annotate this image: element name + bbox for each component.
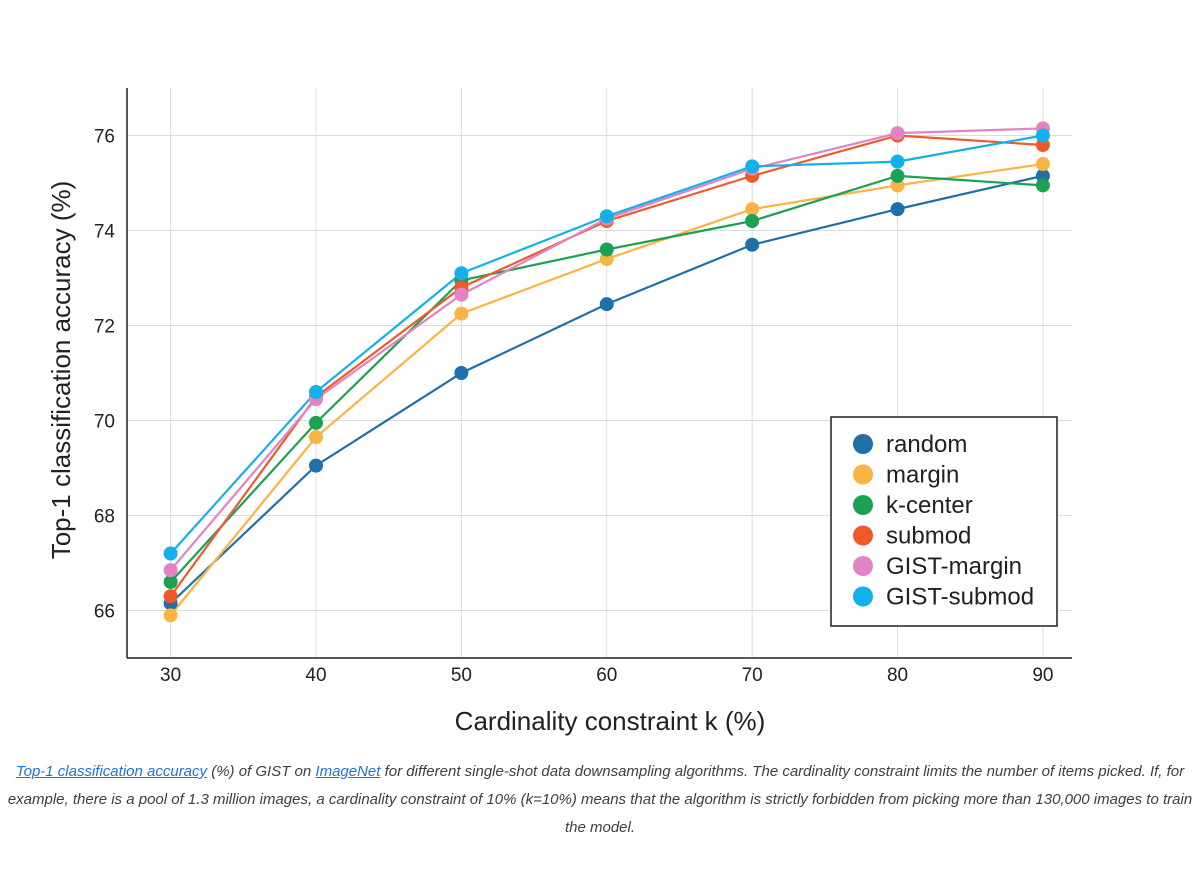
x-tick-label: 50 <box>451 665 472 686</box>
y-tick-label: 70 <box>94 412 115 433</box>
data-point-margin <box>1035 157 1050 171</box>
data-point-gist-submod <box>163 546 178 561</box>
legend-label-submod: submod <box>886 523 971 550</box>
y-tick-label: 66 <box>94 602 115 623</box>
y-axis-title: Top-1 classification accuracy (%) <box>46 181 76 560</box>
data-point-k-center <box>890 168 905 183</box>
data-point-k-center <box>745 214 760 228</box>
y-tick-labels: 66 68 70 72 74 76 <box>94 127 116 623</box>
x-tick-label: 90 <box>1032 665 1053 686</box>
x-tick-label: 30 <box>160 665 181 686</box>
x-tick-label: 70 <box>742 665 763 686</box>
legend: random margin k-center submod GIST-margin GIS… <box>830 416 1058 627</box>
series-points <box>163 121 1050 623</box>
legend-label-gist-margin: GIST-margin <box>886 553 1022 580</box>
data-point-submod <box>163 589 178 604</box>
legend-marker-k-center <box>853 495 873 515</box>
x-tick-label: 60 <box>596 665 617 686</box>
accuracy-line-chart: 66 68 70 72 74 76 30 40 50 60 70 80 90 Cardinality … <box>46 88 1072 736</box>
caption-link-imagenet[interactable]: ImageNet <box>315 763 381 780</box>
caption-link-accuracy[interactable]: Top-1 classification accuracy <box>15 763 208 780</box>
data-point-k-center <box>599 242 614 257</box>
data-point-gist-submod <box>1035 128 1050 143</box>
axes <box>126 88 1072 659</box>
data-point-gist-submod <box>890 154 905 169</box>
data-point-random <box>309 458 323 473</box>
x-axis-title: Cardinality constraint k (%) <box>455 706 766 736</box>
caption-text-1: (%) of GIST on <box>207 763 316 780</box>
x-tick-labels: 30 40 50 60 70 80 90 <box>160 665 1053 686</box>
figure-caption: Top-1 classification accuracy (%) of GIS… <box>0 758 1200 842</box>
data-point-gist-submod <box>745 159 760 174</box>
legend-marker-random <box>853 434 873 454</box>
data-point-random <box>890 202 905 217</box>
y-tick-label: 72 <box>94 317 115 338</box>
legend-marker-gist-submod <box>853 586 873 607</box>
legend-marker-gist-margin <box>853 556 873 576</box>
x-tick-label: 80 <box>887 665 908 686</box>
data-point-random <box>454 366 469 380</box>
data-point-k-center <box>1035 178 1050 193</box>
legend-marker-submod <box>853 525 873 546</box>
y-tick-label: 68 <box>94 507 115 528</box>
data-point-margin <box>309 430 323 445</box>
data-point-k-center <box>309 415 323 430</box>
x-tick-label: 40 <box>305 665 326 686</box>
data-point-gist-submod <box>309 385 323 399</box>
data-point-margin <box>745 202 760 217</box>
legend-label-random: random <box>886 431 967 458</box>
y-tick-label: 76 <box>94 127 115 148</box>
data-point-gist-submod <box>454 266 469 281</box>
caption-text-2: for different single-shot data downsampl… <box>7 763 1193 836</box>
y-tick-label: 74 <box>94 222 116 243</box>
legend-label-margin: margin <box>886 462 959 489</box>
legend-marker-margin <box>853 464 873 485</box>
data-point-margin <box>454 306 469 321</box>
data-point-gist-margin <box>163 563 178 578</box>
data-point-gist-submod <box>599 209 614 224</box>
data-point-random <box>599 297 614 312</box>
data-point-gist-margin <box>454 287 469 302</box>
data-point-random <box>745 237 760 252</box>
data-point-gist-margin <box>890 126 905 141</box>
data-point-k-center <box>163 575 178 589</box>
data-point-margin <box>163 608 178 623</box>
legend-label-k-center: k-center <box>886 492 973 519</box>
legend-label-gist-submod: GIST-submod <box>886 584 1034 611</box>
